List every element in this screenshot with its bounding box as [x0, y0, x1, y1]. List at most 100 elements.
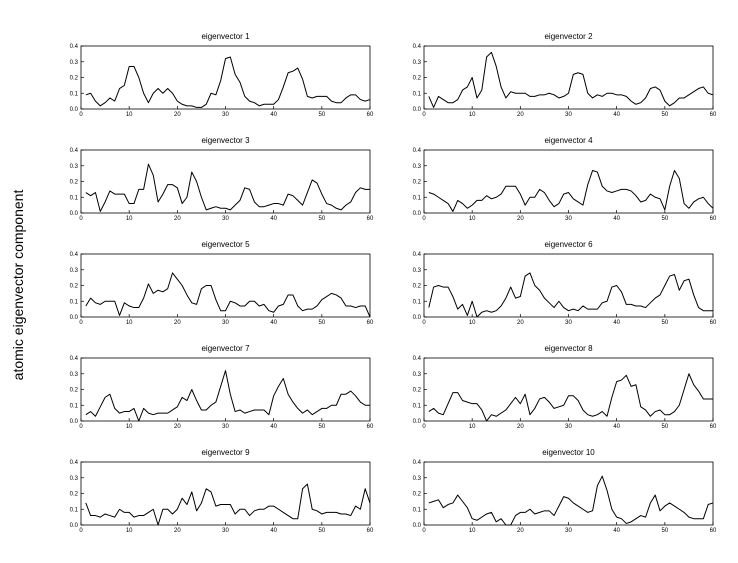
y-tick-label: 0.3: [70, 164, 79, 170]
y-tick-label: 0.0: [413, 211, 422, 217]
y-tick-label: 0.0: [70, 523, 79, 529]
x-tick-label: 10: [469, 528, 476, 534]
series-line: [85, 56, 371, 108]
x-tick-label: 20: [517, 528, 524, 534]
y-tick-label: 0.2: [70, 492, 79, 498]
y-tick-label: 0.4: [413, 460, 422, 466]
series-line: [428, 272, 713, 318]
x-tick-label: 0: [422, 320, 426, 326]
series-line: [428, 475, 714, 526]
x-tick-label: 20: [174, 320, 181, 326]
x-tick-label: 0: [79, 320, 83, 326]
x-tick-label: 40: [270, 424, 277, 430]
x-tick-label: 60: [367, 320, 374, 326]
x-tick-label: 30: [565, 424, 572, 430]
panel-eigenvector-6: eigenvector 6 0 10 20 30 40 50 60 0.0 0.1 0.2 0.3 0.…: [413, 240, 717, 326]
series-line: [428, 373, 713, 422]
x-tick-label: 30: [222, 216, 229, 222]
series-line: [85, 370, 370, 422]
x-tick-label: 10: [469, 112, 476, 118]
x-tick-label: 30: [222, 528, 229, 534]
x-tick-label: 10: [126, 216, 133, 222]
x-tick-label: 30: [222, 424, 229, 430]
panel-eigenvector-10: eigenvector 10 0 10 20 30 40 50 60 0.0 0.1 0.2 0.3 0…: [413, 448, 717, 534]
x-tick-label: 40: [270, 320, 277, 326]
x-tick-label: 20: [517, 424, 524, 430]
panel-eigenvector-3: eigenvector 3 0 10 20 30 40 50 60 0.0 0.1 0.2 0.3 0.…: [70, 136, 374, 222]
x-tick-label: 0: [422, 424, 426, 430]
y-tick-label: 0.1: [413, 507, 422, 513]
x-tick-label: 0: [79, 216, 83, 222]
x-tick-label: 40: [613, 216, 620, 222]
x-tick-label: 20: [517, 216, 524, 222]
y-tick-label: 0.0: [70, 211, 79, 217]
y-tick-label: 0.3: [413, 60, 422, 66]
series-line: [85, 163, 370, 212]
x-tick-label: 30: [565, 112, 572, 118]
panel-title: eigenvector 3: [201, 136, 250, 145]
y-tick-label: 0.4: [413, 148, 422, 154]
plot-frame: [423, 45, 714, 110]
x-tick-label: 10: [469, 320, 476, 326]
panel-eigenvector-5: eigenvector 5 0 10 20 30 40 50 60 0.0 0.1 0.2 0.3 0.…: [70, 240, 374, 326]
x-tick-label: 0: [422, 112, 426, 118]
x-tick-label: 60: [710, 424, 717, 430]
x-tick-label: 0: [79, 424, 83, 430]
panel-eigenvector-1: eigenvector 1 0 10 20 30 40 50 60 0.0 0.1 0.2 0.3 0.…: [70, 32, 374, 118]
series-line: [85, 483, 371, 526]
y-tick-label: 0.3: [413, 372, 422, 378]
y-tick-label: 0.4: [70, 44, 79, 50]
plot-frame: [80, 253, 371, 318]
y-tick-label: 0.4: [70, 148, 79, 154]
x-tick-label: 0: [79, 528, 83, 534]
y-tick-label: 0.0: [413, 315, 422, 321]
x-tick-label: 60: [367, 112, 374, 118]
plot-frame: [80, 461, 371, 526]
y-tick-label: 0.1: [70, 403, 79, 409]
y-tick-label: 0.0: [70, 419, 79, 425]
y-tick-label: 0.3: [413, 476, 422, 482]
x-tick-label: 10: [126, 424, 133, 430]
x-tick-label: 40: [270, 216, 277, 222]
x-tick-label: 0: [79, 112, 83, 118]
plot-frame: [80, 45, 371, 110]
x-tick-label: 10: [469, 424, 476, 430]
panel-title: eigenvector 4: [544, 136, 593, 145]
x-tick-label: 20: [517, 320, 524, 326]
panel-title: eigenvector 6: [544, 240, 593, 249]
y-tick-label: 0.1: [413, 195, 422, 201]
x-tick-label: 30: [222, 320, 229, 326]
y-tick-label: 0.1: [413, 299, 422, 305]
y-tick-label: 0.2: [70, 180, 79, 186]
x-tick-label: 10: [126, 112, 133, 118]
x-tick-label: 20: [174, 216, 181, 222]
x-tick-label: 50: [318, 528, 325, 534]
x-tick-label: 60: [710, 528, 717, 534]
y-tick-label: 0.2: [413, 180, 422, 186]
plot-frame: [423, 253, 714, 318]
x-tick-label: 30: [565, 216, 572, 222]
y-tick-label: 0.3: [413, 268, 422, 274]
y-tick-label: 0.3: [70, 60, 79, 66]
y-tick-label: 0.1: [70, 91, 79, 97]
y-tick-label: 0.0: [413, 107, 422, 113]
y-tick-label: 0.2: [413, 492, 422, 498]
x-tick-label: 60: [710, 320, 717, 326]
x-tick-label: 40: [613, 320, 620, 326]
y-tick-label: 0.3: [70, 268, 79, 274]
x-tick-label: 0: [422, 528, 426, 534]
series-line: [85, 272, 371, 318]
x-tick-label: 40: [270, 528, 277, 534]
y-tick-label: 0.3: [413, 164, 422, 170]
x-tick-label: 10: [469, 216, 476, 222]
panel-title: eigenvector 9: [201, 448, 250, 457]
x-tick-label: 50: [661, 216, 668, 222]
y-tick-label: 0.4: [413, 252, 422, 258]
y-tick-label: 0.3: [70, 372, 79, 378]
panel-eigenvector-8: eigenvector 8 0 10 20 30 40 50 60 0.0 0.1 0.2 0.3 0.…: [413, 344, 717, 430]
x-tick-label: 50: [318, 112, 325, 118]
y-tick-label: 0.0: [413, 523, 422, 529]
y-tick-label: 0.0: [413, 419, 422, 425]
panel-title: eigenvector 5: [201, 240, 250, 249]
